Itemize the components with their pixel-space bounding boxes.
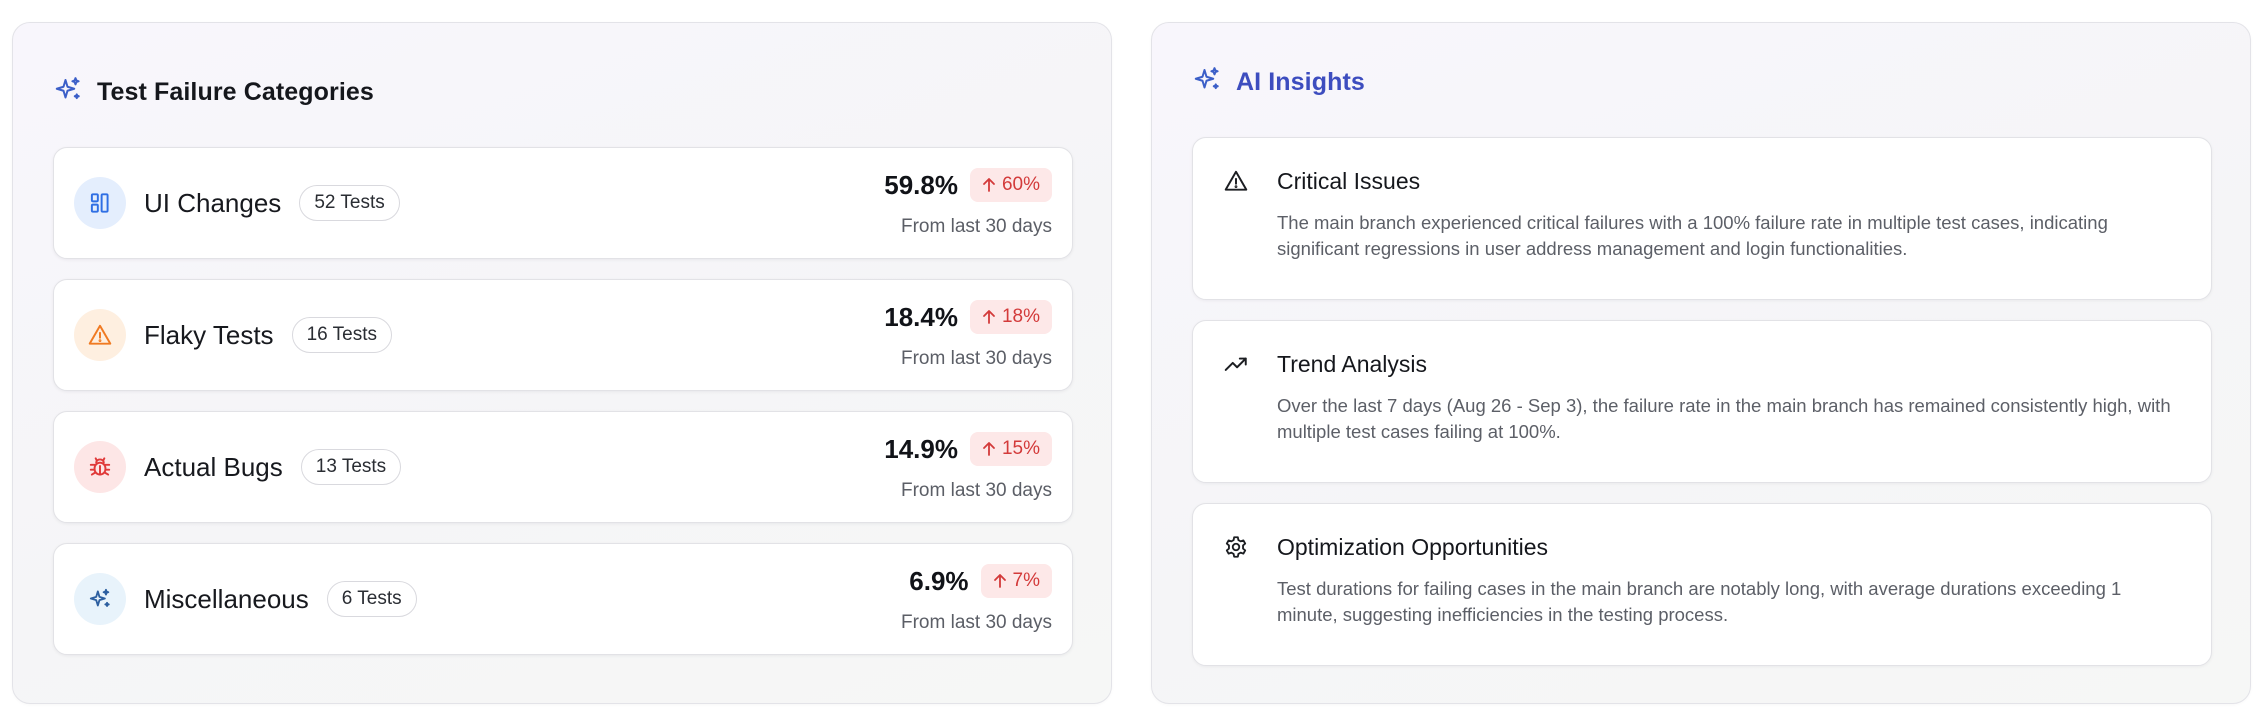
category-name: Flaky Tests: [144, 319, 274, 350]
insight-card-critical-issues[interactable]: Critical Issues The main branch experien…: [1192, 137, 2212, 300]
test-count-badge: 52 Tests: [299, 185, 400, 221]
category-percent: 14.9%: [884, 433, 958, 464]
insight-text: Over the last 7 days (Aug 26 - Sep 3), t…: [1277, 395, 2171, 442]
category-percent: 59.8%: [884, 169, 958, 200]
insight-card-optimization-opportunities[interactable]: Optimization Opportunities Test duration…: [1192, 503, 2212, 666]
warning-icon: [74, 309, 126, 361]
sparkles-icon: [53, 75, 83, 110]
change-value: 18%: [1001, 306, 1040, 327]
arrow-up-icon: [983, 178, 995, 192]
failure-panel-header: Test Failure Categories: [53, 75, 374, 110]
arrow-up-icon: [983, 310, 995, 324]
test-count-badge: 6 Tests: [326, 581, 417, 617]
category-percent: 18.4%: [884, 301, 958, 332]
change-value: 15%: [1001, 438, 1040, 459]
trending-up-icon: [1223, 351, 1249, 377]
category-percent: 6.9%: [909, 565, 969, 596]
ai-insights-panel: AI Insights Critical Issues The main bra…: [1151, 22, 2251, 704]
period-label: From last 30 days: [901, 216, 1052, 237]
insight-title: Trend Analysis: [1277, 351, 1427, 377]
change-badge: 15%: [969, 432, 1052, 466]
warning-icon: [1223, 168, 1249, 194]
change-badge: 7%: [980, 564, 1052, 598]
insights-panel-header: AI Insights: [1192, 65, 1365, 100]
period-label: From last 30 days: [901, 348, 1052, 369]
gear-icon: [1223, 534, 1249, 560]
category-metrics: 18.4% 18% From last 30 days: [884, 300, 1052, 370]
failure-panel-title: Test Failure Categories: [97, 78, 374, 106]
insight-text: The main branch experienced critical fai…: [1277, 212, 2108, 259]
period-label: From last 30 days: [901, 480, 1052, 501]
insights-panel-title: AI Insights: [1236, 68, 1365, 96]
category-card-flaky-tests[interactable]: Flaky Tests 16 Tests 18.4% 18% From last…: [53, 279, 1073, 391]
bug-icon: [74, 441, 126, 493]
test-count-badge: 13 Tests: [300, 449, 402, 485]
insight-title: Critical Issues: [1277, 168, 1421, 194]
layout-icon: [74, 177, 126, 229]
category-metrics: 14.9% 15% From last 30 days: [884, 432, 1052, 502]
category-metrics: 59.8% 60% From last 30 days: [884, 168, 1052, 238]
change-badge: 60%: [969, 168, 1052, 202]
sparkles-icon: [74, 573, 126, 625]
change-badge: 18%: [969, 300, 1052, 334]
test-count-badge: 16 Tests: [291, 317, 392, 353]
insight-text: Test durations for failing cases in the …: [1277, 578, 2122, 625]
insight-title: Optimization Opportunities: [1277, 534, 1549, 560]
category-name: Miscellaneous: [144, 583, 309, 614]
sparkles-icon: [1192, 65, 1222, 100]
category-name: Actual Bugs: [144, 451, 283, 482]
period-label: From last 30 days: [901, 612, 1052, 633]
insight-card-trend-analysis[interactable]: Trend Analysis Over the last 7 days (Aug…: [1192, 320, 2212, 483]
arrow-up-icon: [993, 574, 1006, 588]
category-name: UI Changes: [144, 187, 282, 218]
change-value: 7%: [1012, 570, 1040, 591]
test-failure-categories-panel: Test Failure Categories UI Changes 52 Te…: [12, 22, 1112, 704]
category-card-ui-changes[interactable]: UI Changes 52 Tests 59.8% 60% From last …: [53, 147, 1073, 259]
category-list: UI Changes 52 Tests 59.8% 60% From last …: [53, 147, 1073, 655]
category-metrics: 6.9% 7% From last 30 days: [901, 564, 1052, 634]
insight-list: Critical Issues The main branch experien…: [1192, 137, 2212, 666]
category-card-miscellaneous[interactable]: Miscellaneous 6 Tests 6.9% 7% From last …: [53, 543, 1073, 655]
category-card-actual-bugs[interactable]: Actual Bugs 13 Tests 14.9% 15% From last…: [53, 411, 1073, 523]
change-value: 60%: [1001, 174, 1040, 195]
arrow-up-icon: [983, 442, 995, 456]
